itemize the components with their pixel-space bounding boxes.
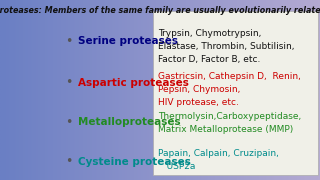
Text: Factor D, Factor B, etc.: Factor D, Factor B, etc. [158,55,261,64]
Text: Serine proteases: Serine proteases [78,36,179,46]
Text: Cysteine proteases: Cysteine proteases [78,157,191,167]
Text: Matrix Metalloprotease (MMP): Matrix Metalloprotease (MMP) [158,125,294,134]
Text: Thermolysin,Carboxypeptidase,: Thermolysin,Carboxypeptidase, [158,112,302,121]
Text: •: • [65,35,73,48]
Text: •: • [65,76,73,89]
Text: Aspartic proteases: Aspartic proteases [78,78,189,88]
Text: Pepsin, Chymosin,: Pepsin, Chymosin, [158,85,241,94]
Text: USP2a: USP2a [158,162,196,171]
Text: Trypsin, Chymotrypsin,: Trypsin, Chymotrypsin, [158,29,262,38]
Text: Proteases: Members of the same family are usually evolutionarily related: Proteases: Members of the same family ar… [0,6,320,15]
Text: HIV protease, etc.: HIV protease, etc. [158,98,239,107]
Text: •: • [65,116,73,129]
Text: •: • [65,156,73,168]
Text: Papain, Calpain, Cruzipain,: Papain, Calpain, Cruzipain, [158,149,279,158]
Text: Elastase, Thrombin, Subtilisin,: Elastase, Thrombin, Subtilisin, [158,42,295,51]
FancyBboxPatch shape [153,11,318,175]
Text: Metalloproteases: Metalloproteases [78,117,181,127]
Text: Gastricsin, Cathepsin D,  Renin,: Gastricsin, Cathepsin D, Renin, [158,72,301,81]
